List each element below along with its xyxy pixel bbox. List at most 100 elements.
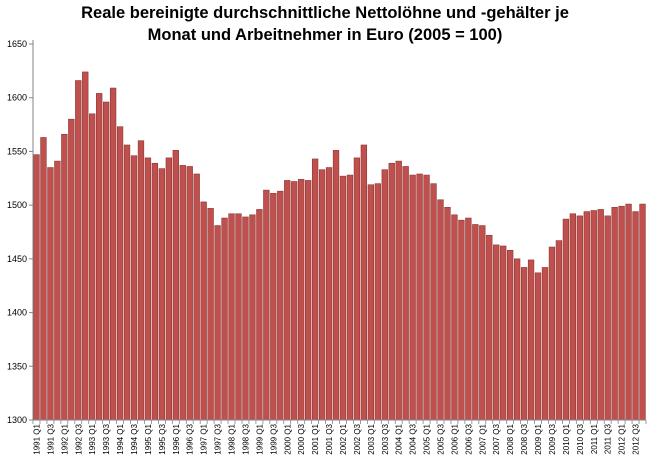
x-tick-label-2004-q3: 2004 Q3 <box>409 423 418 454</box>
x-tick-label-2003-q1: 2003 Q1 <box>367 423 376 454</box>
bar-1995-q4 <box>165 157 172 421</box>
bar-2009-q4 <box>555 240 563 421</box>
bar-1997-q4 <box>221 217 228 421</box>
x-tick-label-2000-q1: 2000 Q1 <box>283 423 292 454</box>
x-tick-label-1999-q1: 1999 Q1 <box>255 423 264 454</box>
x-tick-label-2009-q3: 2009 Q3 <box>548 423 557 454</box>
bar-1998-q3 <box>242 216 249 421</box>
x-tick-label-2008-q3: 2008 Q3 <box>520 423 529 454</box>
x-tick-label-1991-q1: 1991 Q1 <box>32 423 41 454</box>
bar-2005-q1 <box>423 174 430 421</box>
bar-2010-q3 <box>576 215 583 421</box>
bar-2000-q4 <box>304 180 312 421</box>
bar-1991-q3 <box>47 167 54 421</box>
bar-1999-q3 <box>270 193 277 421</box>
bar-2008-q2 <box>513 258 521 421</box>
bar-2012-q1 <box>618 205 625 421</box>
bar-2003-q3 <box>381 169 388 421</box>
bar-2012-q2 <box>625 203 632 421</box>
bar-2000-q3 <box>298 179 305 421</box>
y-tick-label-1350: 1350 <box>7 361 27 371</box>
bar-2004-q2 <box>402 166 409 421</box>
x-tick-label-2007-q1: 2007 Q1 <box>478 423 487 454</box>
bar-1998-q1 <box>228 213 235 421</box>
bar-1991-q4 <box>54 160 61 421</box>
bar-1992-q1 <box>61 133 68 421</box>
x-tick-label-2002-q3: 2002 Q3 <box>353 423 362 454</box>
x-tick-label-2010-q3: 2010 Q3 <box>576 423 585 454</box>
x-tick-label-2001-q1: 2001 Q1 <box>311 423 320 454</box>
bar-2012-q4 <box>639 203 646 421</box>
bar-1992-q4 <box>82 71 89 421</box>
bar-1996-q2 <box>179 165 186 421</box>
bar-1994-q1 <box>116 126 124 421</box>
bar-1994-q4 <box>137 140 145 421</box>
bar-1993-q2 <box>96 93 103 421</box>
bar-1999-q1 <box>256 209 263 421</box>
x-tick-label-2006-q1: 2006 Q1 <box>450 423 459 454</box>
x-tick-label-1991-q3: 1991 Q3 <box>46 423 55 454</box>
bar-2002-q2 <box>346 174 354 421</box>
x-tick-label-1998-q1: 1998 Q1 <box>228 423 237 454</box>
x-tick-label-2009-q1: 2009 Q1 <box>534 423 543 454</box>
bar-2009-q1 <box>534 272 542 421</box>
x-tick-label-2012-q3: 2012 Q3 <box>632 423 641 454</box>
bar-1995-q3 <box>158 168 166 421</box>
x-tick-label-1992-q3: 1992 Q3 <box>74 423 83 454</box>
bar-2011-q2 <box>597 209 604 421</box>
y-axis-ticks: 1300 1350 1400 1450 1500 1550 1600 1650 <box>7 39 33 425</box>
x-tick-label-1997-q3: 1997 Q3 <box>214 423 223 454</box>
bar-1996-q3 <box>186 166 193 421</box>
x-axis-ticks: 1991 Q1 1991 Q3 1992 Q1 1992 Q3 1993 Q1 1993 … <box>32 420 647 455</box>
bar-2002-q3 <box>353 157 361 421</box>
bar-2010-q2 <box>569 213 577 421</box>
bar-2001-q3 <box>325 167 333 421</box>
bar-2008-q3 <box>520 267 528 421</box>
x-tick-label-2012-q1: 2012 Q1 <box>618 423 627 454</box>
x-tick-label-2002-q1: 2002 Q1 <box>339 423 348 454</box>
bar-2009-q3 <box>548 246 556 421</box>
chart-title: Reale bereinigte durchschnittliche Netto… <box>0 2 650 46</box>
bar-2004-q3 <box>409 174 416 421</box>
chart-title-line-2: Monat und Arbeitnehmer in Euro (2005 = 1… <box>147 26 503 44</box>
bar-1997-q3 <box>214 225 221 421</box>
bar-2007-q4 <box>500 245 507 421</box>
x-tick-label-1996-q1: 1996 Q1 <box>172 423 181 454</box>
bar-2004-q1 <box>395 160 402 421</box>
bar-2007-q1 <box>479 225 486 421</box>
bar-2007-q3 <box>493 244 500 421</box>
x-tick-label-1996-q3: 1996 Q3 <box>186 423 195 454</box>
x-tick-label-2011-q3: 2011 Q3 <box>604 423 613 454</box>
bar-1993-q3 <box>102 101 110 421</box>
bar-1994-q2 <box>123 144 131 421</box>
bar-2004-q4 <box>416 173 423 421</box>
x-tick-label-1993-q3: 1993 Q3 <box>102 423 111 454</box>
x-tick-label-2005-q1: 2005 Q1 <box>423 423 432 454</box>
x-tick-label-2006-q3: 2006 Q3 <box>464 423 473 454</box>
y-tick-label-1300: 1300 <box>7 415 27 425</box>
x-tick-label-1994-q1: 1994 Q1 <box>116 423 125 454</box>
x-tick-label-2010-q1: 2010 Q1 <box>562 423 571 454</box>
x-tick-label-2000-q3: 2000 Q3 <box>297 423 306 454</box>
x-tick-label-2007-q3: 2007 Q3 <box>492 423 501 454</box>
x-tick-label-2011-q1: 2011 Q1 <box>590 423 599 454</box>
x-tick-label-1998-q3: 1998 Q3 <box>241 423 250 454</box>
bar-1996-q1 <box>172 150 179 421</box>
x-tick-label-2005-q3: 2005 Q3 <box>437 423 446 454</box>
x-tick-label-1995-q1: 1995 Q1 <box>144 423 153 454</box>
bar-2006-q2 <box>458 219 465 421</box>
bar-2000-q2 <box>291 181 298 421</box>
x-tick-label-1994-q3: 1994 Q3 <box>130 423 139 454</box>
x-tick-label-2001-q3: 2001 Q3 <box>325 423 334 454</box>
bar-2005-q4 <box>444 206 451 421</box>
bar-1995-q1 <box>144 157 152 421</box>
bar-2001-q2 <box>318 169 326 421</box>
x-tick-label-1992-q1: 1992 Q1 <box>60 423 69 454</box>
bar-1994-q3 <box>130 155 138 421</box>
y-tick-label-1550: 1550 <box>7 146 27 156</box>
bar-1998-q2 <box>235 213 242 421</box>
bar-2008-q4 <box>527 259 535 421</box>
bar-1995-q2 <box>151 162 159 421</box>
bar-2006-q3 <box>465 217 472 421</box>
